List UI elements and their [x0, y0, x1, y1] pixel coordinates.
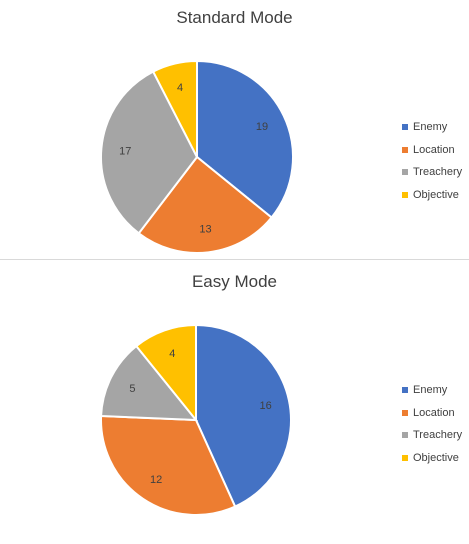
legend-item-treachery: Treachery [402, 424, 462, 447]
legend-swatch [402, 191, 408, 198]
data-label: 17 [119, 146, 131, 158]
legend-item-enemy: Enemy [402, 116, 462, 139]
pie-chart: 19 13 17 4 [100, 59, 294, 254]
legend-item-objective: Objective [402, 447, 462, 470]
chart-title: Standard Mode [176, 8, 293, 27]
legend-swatch [402, 169, 408, 176]
legend-swatch [402, 146, 408, 153]
legend-swatch [402, 387, 408, 394]
legend-label: Enemy [413, 121, 448, 134]
pie-slice-enemy [195, 323, 292, 508]
pie-slice-objective [134, 323, 197, 423]
chart-divider [0, 259, 469, 260]
pie-slice-treachery [100, 344, 199, 422]
legend-swatch [402, 124, 408, 131]
legend-swatch [402, 432, 408, 439]
data-label: 16 [260, 400, 272, 412]
legend: Enemy Location Treachery Objective [402, 116, 462, 206]
pie-slice-location [100, 414, 237, 516]
legend-item-enemy: Enemy [402, 379, 462, 402]
data-label: 5 [129, 383, 135, 395]
data-label: 4 [177, 82, 183, 94]
data-label: 13 [199, 223, 211, 235]
legend-item-objective: Objective [402, 184, 462, 207]
legend-item-location: Location [402, 402, 462, 425]
legend-label: Location [413, 143, 455, 156]
chart-easy-mode: Easy Mode 16 12 5 4 Enemy Location Treacher… [0, 262, 469, 544]
legend-swatch [402, 454, 408, 461]
data-label: 19 [256, 121, 268, 133]
legend-label: Enemy [413, 384, 448, 397]
legend-item-location: Location [402, 139, 462, 162]
chart-title: Easy Mode [191, 272, 278, 291]
legend-label: Objective [413, 451, 459, 464]
pie-slice-location [137, 155, 273, 254]
data-label: 12 [150, 474, 162, 486]
legend: Enemy Location Treachery Objective [402, 379, 462, 469]
legend-label: Objective [413, 188, 459, 201]
legend-item-treachery: Treachery [402, 161, 462, 184]
legend-label: Treachery [413, 166, 463, 179]
legend-swatch [402, 409, 408, 416]
pie-slice-enemy [196, 59, 294, 219]
pie-chart: 16 12 5 4 [100, 323, 292, 516]
data-label: 4 [169, 348, 175, 360]
legend-label: Location [413, 406, 455, 419]
chart-standard-mode: Standard Mode 19 13 17 4 Enemy Location Tre… [0, 0, 469, 258]
pie-slice-objective [151, 59, 198, 158]
legend-label: Treachery [413, 429, 463, 442]
